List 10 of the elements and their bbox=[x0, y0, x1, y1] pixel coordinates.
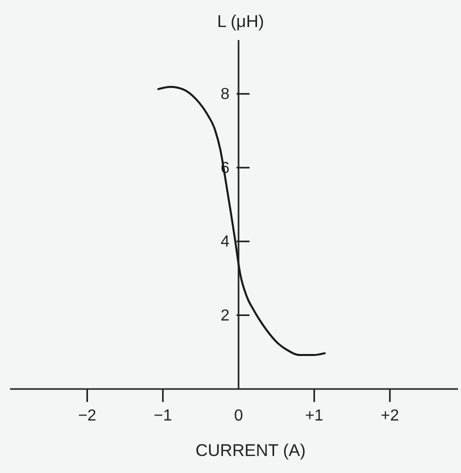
y-axis-title: L (μH) bbox=[217, 12, 264, 31]
x-tick-label: −2 bbox=[78, 407, 96, 424]
x-axis-title: CURRENT (A) bbox=[195, 441, 306, 460]
x-tick-label: 0 bbox=[234, 407, 244, 424]
x-tick-label: −1 bbox=[154, 407, 172, 424]
y-tick-label: 8 bbox=[220, 86, 230, 103]
x-tick-label: +1 bbox=[305, 407, 324, 424]
y-tick-label: 2 bbox=[220, 307, 230, 324]
x-tick-label: +2 bbox=[380, 407, 400, 424]
y-tick-label: 4 bbox=[220, 234, 230, 251]
